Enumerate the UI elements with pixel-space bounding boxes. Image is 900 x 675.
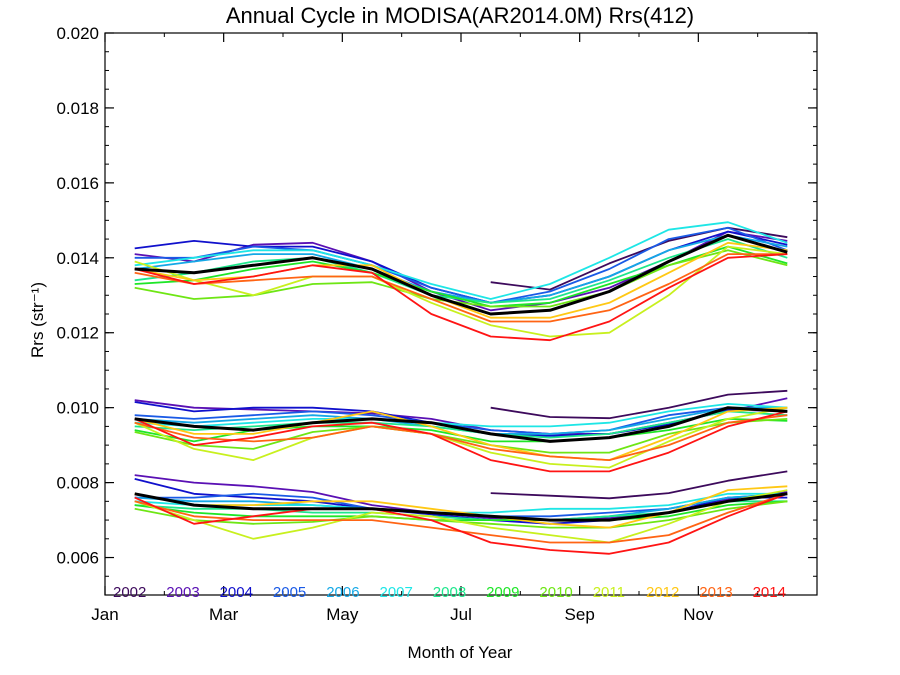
series-2005-line-1 bbox=[134, 226, 788, 304]
legend-entry-2006: 2006 bbox=[326, 584, 359, 601]
x-tick-label: Mar bbox=[209, 605, 239, 624]
series-2006-line-1 bbox=[134, 234, 788, 304]
legend-entry-2012: 2012 bbox=[646, 584, 679, 601]
legend-entry-2014: 2014 bbox=[753, 584, 786, 601]
series-2010-line-2 bbox=[134, 418, 788, 454]
legend-entry-2002: 2002 bbox=[113, 584, 146, 601]
series-2012-line-1 bbox=[134, 241, 788, 319]
series-mean-line-1 bbox=[134, 233, 788, 316]
series-layer bbox=[134, 221, 788, 555]
x-tick-label: May bbox=[326, 605, 359, 624]
legend-entry-2003: 2003 bbox=[166, 584, 199, 601]
axes-layer: 0.006 0.008 0.010 0.012 0.014 0.016 0.018 0.020… bbox=[56, 24, 818, 624]
series-2012-line-3 bbox=[134, 485, 788, 529]
series-2007-line-2 bbox=[134, 403, 788, 428]
series-2013-line-1 bbox=[134, 253, 788, 323]
series-2002-line-2 bbox=[490, 389, 788, 420]
y-tick-label: 0.018 bbox=[56, 99, 99, 118]
x-tick-label: Sep bbox=[565, 605, 595, 624]
series-mean-line-2 bbox=[134, 406, 788, 443]
legend-entry-2005: 2005 bbox=[273, 584, 306, 601]
y-tick-label: 0.016 bbox=[56, 174, 99, 193]
y-tick-label: 0.008 bbox=[56, 474, 99, 493]
series-2013-line-2 bbox=[134, 414, 788, 461]
legend-entry-2009: 2009 bbox=[486, 584, 519, 601]
series-2014-line-1 bbox=[134, 253, 788, 342]
y-tick-label: 0.012 bbox=[56, 324, 99, 343]
series-2012-line-2 bbox=[134, 406, 788, 461]
series-2011-line-2 bbox=[134, 406, 788, 469]
series-2010-line-1 bbox=[134, 249, 788, 308]
y-tick-label: 0.006 bbox=[56, 549, 99, 568]
legend: 2002 2003 2004 2005 2006 2007 2008 2009 2010 2011… bbox=[113, 584, 786, 601]
series-2002-line-3 bbox=[490, 470, 788, 500]
legend-entry-2013: 2013 bbox=[699, 584, 732, 601]
x-tick-label: Jul bbox=[450, 605, 472, 624]
series-2014-line-3 bbox=[134, 492, 788, 555]
x-axis-label: Month of Year bbox=[408, 643, 513, 662]
series-mean-line-3 bbox=[134, 492, 788, 522]
chart-title: Annual Cycle in MODISA(AR2014.0M) Rrs(41… bbox=[226, 3, 694, 28]
series-2005-line-2 bbox=[134, 406, 788, 435]
y-tick-label: 0.010 bbox=[56, 399, 99, 418]
series-2008-line-2 bbox=[134, 410, 788, 439]
y-axis-label: Rrs (str⁻¹) bbox=[28, 282, 47, 358]
series-2011-line-3 bbox=[134, 489, 788, 544]
series-2014-line-2 bbox=[134, 410, 788, 473]
series-2011-line-1 bbox=[134, 245, 788, 338]
series-2008-line-1 bbox=[134, 238, 788, 304]
legend-entry-2011: 2011 bbox=[593, 584, 625, 601]
series-2002-line-1 bbox=[490, 226, 788, 291]
legend-entry-2008: 2008 bbox=[433, 584, 466, 601]
legend-entry-2010: 2010 bbox=[539, 584, 572, 601]
x-tick-label: Jan bbox=[91, 605, 118, 624]
legend-entry-2004: 2004 bbox=[220, 584, 253, 601]
series-2009-line-3 bbox=[134, 500, 788, 521]
y-tick-label: 0.014 bbox=[56, 249, 99, 268]
series-2007-line-1 bbox=[134, 221, 788, 300]
y-tick-label: 0.020 bbox=[56, 24, 99, 43]
x-tick-label: Nov bbox=[683, 605, 714, 624]
legend-entry-2007: 2007 bbox=[380, 584, 413, 601]
